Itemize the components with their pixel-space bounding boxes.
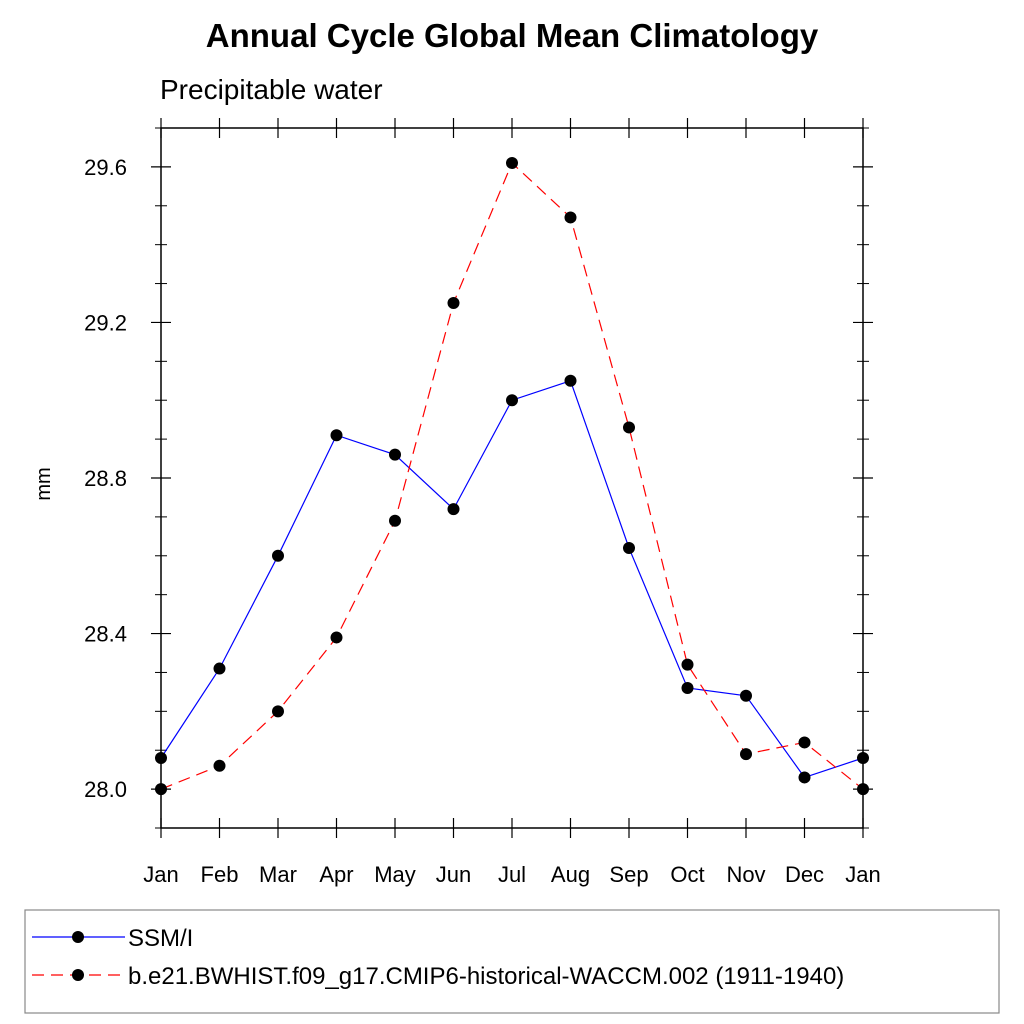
data-point xyxy=(506,157,518,169)
x-tick-label: Sep xyxy=(609,862,648,887)
data-point xyxy=(447,503,460,516)
x-tick-label: Jun xyxy=(436,862,471,887)
data-point xyxy=(272,705,284,718)
data-point xyxy=(681,658,694,671)
series-line xyxy=(160,161,864,790)
legend-marker-2 xyxy=(72,969,84,981)
x-tick-label: Feb xyxy=(201,862,239,887)
data-point xyxy=(389,514,401,527)
data-point xyxy=(506,394,518,407)
data-point xyxy=(330,631,343,644)
data-point xyxy=(564,374,577,387)
chart-title: Annual Cycle Global Mean Climatology xyxy=(206,17,819,54)
series-line xyxy=(160,380,864,779)
y-tick-label: 29.2 xyxy=(84,310,127,335)
axes: 28.0 28.4 28.8 29.2 29.6 Jan Feb Mar Apr May Jun Ju… xyxy=(84,118,881,887)
x-tick-label: Aug xyxy=(551,862,590,887)
y-tick-label: 28.8 xyxy=(84,466,127,491)
data-point xyxy=(447,297,460,309)
data-point xyxy=(330,429,343,442)
data-point xyxy=(272,549,284,562)
data-point xyxy=(798,771,811,784)
data-point xyxy=(623,421,635,434)
data-point xyxy=(389,448,401,461)
data-point xyxy=(155,752,167,764)
y-axis-label: mm xyxy=(33,467,55,500)
x-tick-label: May xyxy=(374,862,416,887)
data-point xyxy=(213,759,226,772)
data-point xyxy=(213,662,226,675)
chart-subtitle: Precipitable water xyxy=(160,74,383,105)
legend-label-2: b.e21.BWHIST.f09_g17.CMIP6-historical-WA… xyxy=(128,963,844,990)
data-point xyxy=(623,542,635,554)
data-point xyxy=(740,689,752,702)
x-tick-label: Jan xyxy=(845,862,880,887)
legend-box xyxy=(24,909,1000,1014)
plot-frame xyxy=(160,127,864,829)
x-tick-label: Oct xyxy=(670,862,704,887)
data-point xyxy=(564,211,577,224)
y-tick-label: 29.6 xyxy=(84,155,127,180)
x-tick-label: Dec xyxy=(785,862,824,887)
data-point xyxy=(857,752,869,764)
series-1 xyxy=(155,374,869,784)
x-tick-label: Apr xyxy=(319,862,353,887)
data-point xyxy=(857,783,869,796)
x-tick-label: Nov xyxy=(726,862,765,887)
x-tick-label: Jul xyxy=(498,862,526,887)
legend: SSM/I b.e21.BWHIST.f09_g17.CMIP6-historic… xyxy=(24,909,1000,1014)
data-point xyxy=(740,748,752,761)
y-tick-label: 28.0 xyxy=(84,777,127,802)
data-point xyxy=(681,682,694,694)
legend-label-1: SSM/I xyxy=(128,925,193,952)
series-layer xyxy=(155,157,869,796)
y-tick-label: 28.4 xyxy=(84,622,127,647)
series-2 xyxy=(155,157,869,796)
legend-marker-1 xyxy=(72,931,84,943)
x-tick-label: Jan xyxy=(143,862,178,887)
x-tick-label: Mar xyxy=(259,862,297,887)
data-point xyxy=(798,736,811,749)
data-point xyxy=(155,783,167,796)
